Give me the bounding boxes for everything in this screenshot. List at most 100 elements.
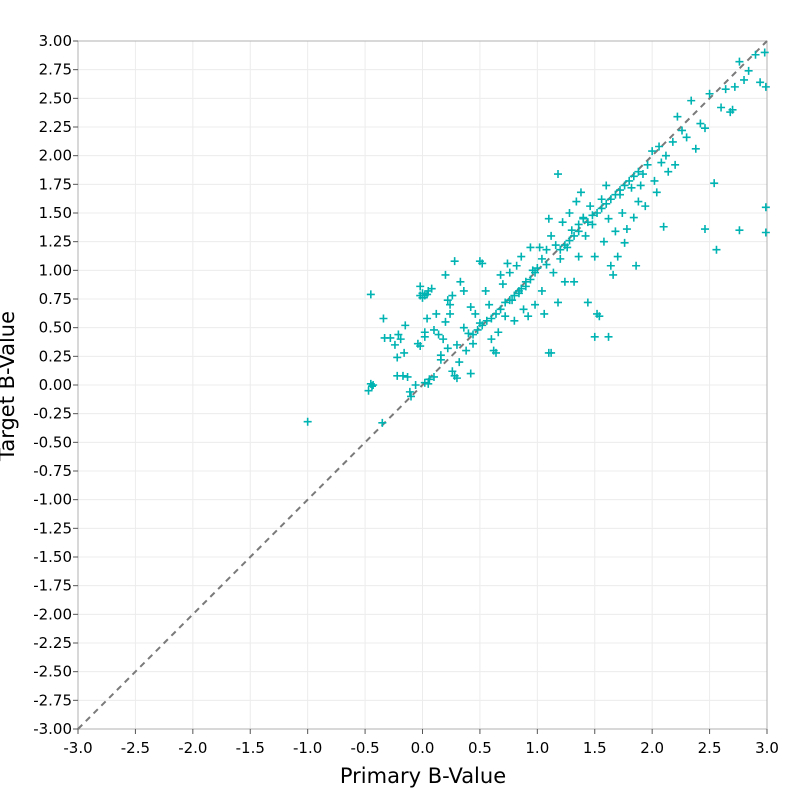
data-point <box>710 179 719 188</box>
data-point <box>469 339 478 348</box>
data-point <box>629 213 638 222</box>
x-tick-label: 1.5 <box>583 739 607 757</box>
data-point <box>735 226 744 235</box>
data-point <box>678 126 687 135</box>
data-point <box>369 381 378 389</box>
data-point <box>761 203 770 212</box>
data-point <box>418 289 427 298</box>
data-point <box>586 202 595 211</box>
data-point <box>618 209 627 217</box>
data-point <box>459 323 468 332</box>
data-point <box>398 371 407 380</box>
data-point <box>487 314 496 323</box>
x-tick-label: 2.0 <box>640 739 664 757</box>
data-point <box>450 257 459 266</box>
data-point <box>606 195 615 204</box>
data-point <box>625 176 634 185</box>
data-point <box>496 270 505 279</box>
data-point <box>416 282 425 291</box>
data-point <box>448 367 457 376</box>
data-point <box>560 277 569 286</box>
y-tick-label: -1.50 <box>33 548 72 566</box>
y-tick-label: 3.00 <box>39 32 72 50</box>
data-point <box>595 312 604 321</box>
data-point <box>657 158 666 167</box>
data-point <box>570 277 579 286</box>
data-point <box>650 176 659 185</box>
data-point <box>420 332 429 341</box>
data-point <box>622 225 631 234</box>
y-tick-label: 1.75 <box>39 175 72 193</box>
data-point <box>636 181 645 190</box>
data-point <box>599 237 608 246</box>
y-tick-label: -0.25 <box>33 405 72 423</box>
data-point <box>659 222 668 231</box>
data-point <box>606 261 615 270</box>
data-point <box>491 348 500 357</box>
data-point <box>700 124 709 133</box>
data-point <box>423 290 432 299</box>
data-point <box>429 325 438 334</box>
data-point <box>393 353 402 362</box>
data-point <box>652 188 661 197</box>
data-point <box>443 344 452 353</box>
y-tick-label: -1.75 <box>33 577 72 595</box>
data-point <box>544 214 553 223</box>
data-point <box>496 305 505 314</box>
data-point <box>721 85 730 94</box>
data-point <box>498 280 507 289</box>
y-tick-label: -2.75 <box>33 691 72 709</box>
y-tick-label: -0.50 <box>33 433 72 451</box>
data-point <box>487 335 496 344</box>
data-point <box>629 172 638 181</box>
data-point <box>432 309 441 318</box>
data-point <box>452 374 461 383</box>
data-point <box>429 372 438 381</box>
data-point <box>565 236 574 245</box>
data-point <box>611 190 620 199</box>
data-point <box>446 309 455 318</box>
data-point <box>627 183 636 192</box>
data-point <box>491 309 500 318</box>
y-tick-label: 0.50 <box>39 319 72 337</box>
data-point <box>416 342 425 351</box>
y-tick-label: -1.25 <box>33 519 72 537</box>
data-point <box>554 170 563 179</box>
data-point <box>533 264 542 273</box>
data-point <box>556 245 565 254</box>
data-point <box>744 66 753 75</box>
data-point <box>425 375 434 384</box>
data-point <box>427 284 436 293</box>
data-point <box>542 245 551 254</box>
y-tick-label: 0.75 <box>39 290 72 308</box>
x-tick-label: 2.5 <box>698 739 722 757</box>
data-point <box>583 218 592 227</box>
data-point <box>535 243 544 252</box>
data-point <box>602 181 611 190</box>
data-point <box>466 303 475 312</box>
data-point <box>712 245 721 254</box>
data-point <box>593 209 602 217</box>
data-point <box>682 133 691 142</box>
data-point <box>517 252 526 261</box>
data-point <box>448 291 457 300</box>
data-point <box>455 358 464 367</box>
data-point <box>459 286 468 295</box>
data-point <box>531 300 540 309</box>
data-point <box>705 89 714 98</box>
x-tick-label: -1.5 <box>236 739 265 757</box>
data-point <box>439 335 448 344</box>
data-point <box>405 387 414 396</box>
data-point <box>501 312 510 321</box>
data-point <box>664 167 673 176</box>
data-point <box>613 252 622 261</box>
data-point <box>735 57 744 66</box>
y-tick-label: 2.00 <box>39 147 72 165</box>
y-tick-label: -0.75 <box>33 462 72 480</box>
data-point <box>510 291 519 300</box>
y-tick-label: 1.00 <box>39 261 72 279</box>
data-point <box>436 355 445 364</box>
data-point <box>632 261 641 270</box>
data-point <box>469 330 478 339</box>
